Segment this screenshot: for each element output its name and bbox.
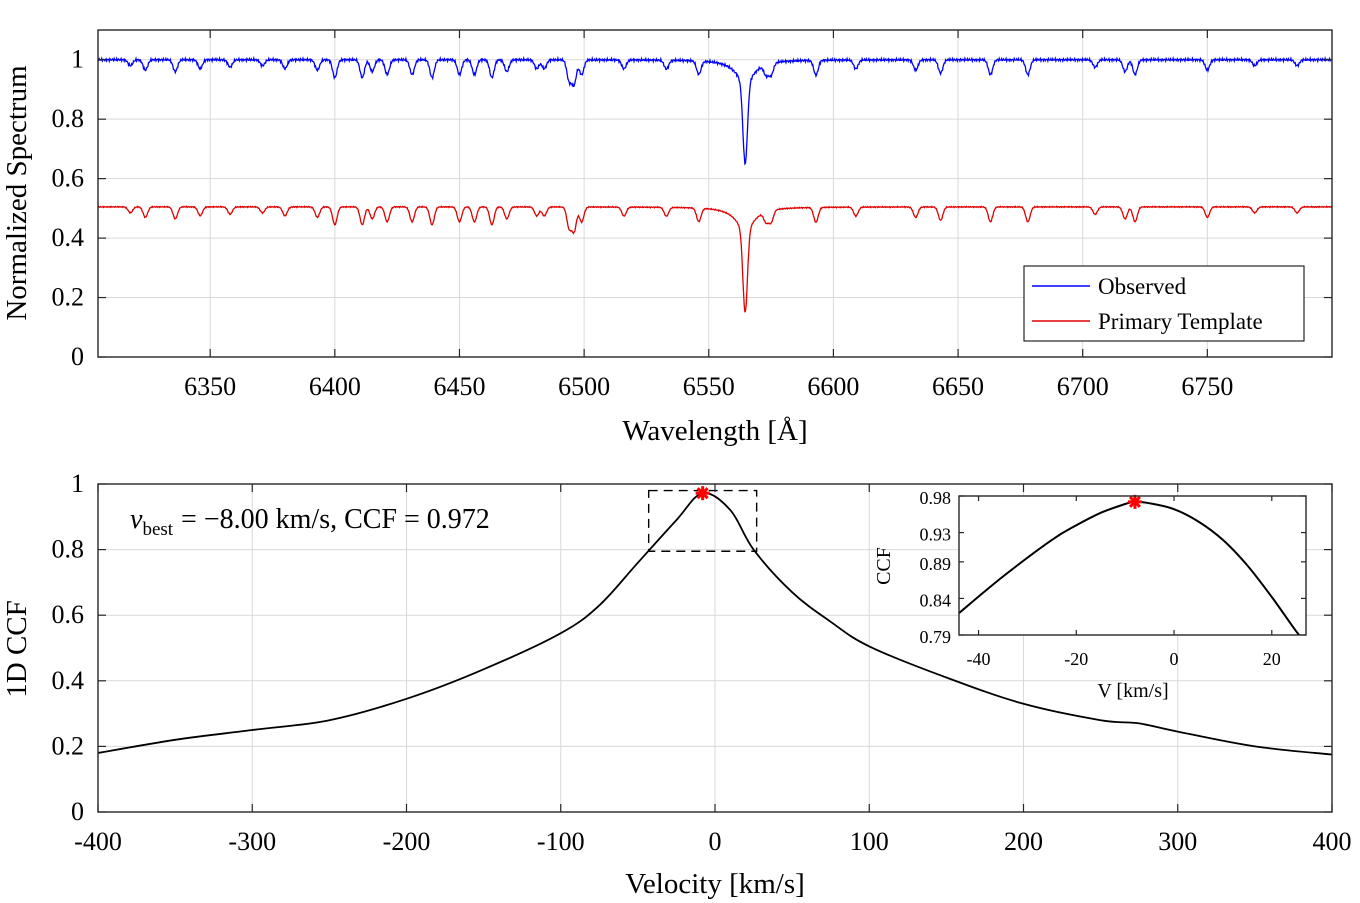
legend-box [1023,265,1305,342]
x-tick-label: 6750 [1181,372,1233,401]
x-tick-label: -100 [537,827,585,856]
spectrum-tick-labels: 6350 6400 6450 6500 6550 6600 6650 6700 6750 0 0.2… [52,30,1332,401]
x-tick-label: 6650 [932,372,984,401]
y-tick-label: 0.4 [52,666,85,695]
template-spectrum-line [98,205,1332,313]
x-tick-label: -200 [383,827,431,856]
x-tick-label: 400 [1313,827,1352,856]
x-tick-label: -40 [967,649,991,669]
annotation-v-symbol: v [130,504,143,535]
best-velocity-marker [695,486,710,501]
x-tick-label: 100 [850,827,889,856]
y-tick-label: 0.89 [920,554,952,574]
ccf-y-axis-label: 1D CCF [1,600,33,698]
y-tick-label: 0 [71,342,84,371]
annotation-text: = −8.00 km/s, CCF = 0.972 [181,504,490,535]
x-tick-label: 6450 [433,372,485,401]
y-tick-label: 0.93 [920,525,952,545]
x-tick-label: -300 [228,827,276,856]
y-tick-label: 0.6 [52,600,85,629]
x-tick-label: 0 [709,827,722,856]
spectrum-y-axis-label: Normalized Spectrum [1,65,33,321]
x-tick-label: 0 [1170,649,1179,669]
inset-best-marker [1127,494,1142,509]
x-tick-label: 6600 [807,372,859,401]
x-tick-label: 300 [1158,827,1197,856]
spectrum-panel: 6350 6400 6450 6500 6550 6600 6650 6700 6750 0 0.2… [1,29,1333,447]
inset-y-axis-label: CCF [873,547,895,585]
spectrum-x-axis-label: Wavelength [Å] [622,415,807,447]
y-tick-label: 1 [71,45,84,74]
x-tick-label: 6400 [309,372,361,401]
y-tick-label: 0.2 [52,283,85,312]
inset-axes-frame [958,495,1307,636]
best-velocity-annotation: vbest = −8.00 km/s, CCF = 0.972 [130,504,490,540]
marker-stroke [696,487,709,500]
observed-spectrum-line [98,55,1332,166]
legend-observed-label: Observed [1098,274,1187,299]
x-tick-label: -400 [74,827,122,856]
x-tick-label: 6550 [683,372,735,401]
y-tick-label: 0.8 [52,104,85,133]
y-tick-label: 0.84 [920,590,952,610]
x-tick-label: 6500 [558,372,610,401]
marker-stroke [1128,495,1141,508]
ccf-curve [98,492,1332,756]
legend-template-label: Primary Template [1098,309,1263,334]
y-tick-label: 0.4 [52,223,85,252]
ccf-tick-labels: -400 -300 -200 -100 0 100 200 300 40000.20.40.60… [52,469,1352,856]
y-tick-label: 1 [71,469,84,498]
legend: Observed Primary Template [1023,265,1305,342]
spectrum-axes-frame [97,29,1333,358]
y-tick-label: 0.8 [52,535,85,564]
inset-x-axis-label: V [km/s] [1097,680,1168,702]
x-tick-label: 200 [1004,827,1043,856]
y-tick-label: 0.2 [52,731,85,760]
ccf-x-axis-label: Velocity [km/s] [625,868,805,900]
y-tick-label: 0 [71,797,84,826]
y-tick-label: 0.98 [920,488,952,508]
inset-ccf-curve [959,500,1301,635]
annotation-v-subscript: best [142,519,173,540]
inset-tick-labels: -40 -20 0 20 0.79 0.84 0.89 0.93 0.98 [920,488,1306,669]
x-tick-label: -20 [1064,649,1088,669]
inset-background [959,496,1306,635]
y-tick-label: 0.79 [920,627,952,647]
x-tick-label: 6700 [1057,372,1109,401]
y-tick-label: 0.6 [52,164,85,193]
x-tick-label: 6350 [184,372,236,401]
x-tick-label: 20 [1263,649,1281,669]
inset-panel: -40 -20 0 20 0.79 0.84 0.89 0.93 0.98 V [km/s] C… [873,488,1307,702]
